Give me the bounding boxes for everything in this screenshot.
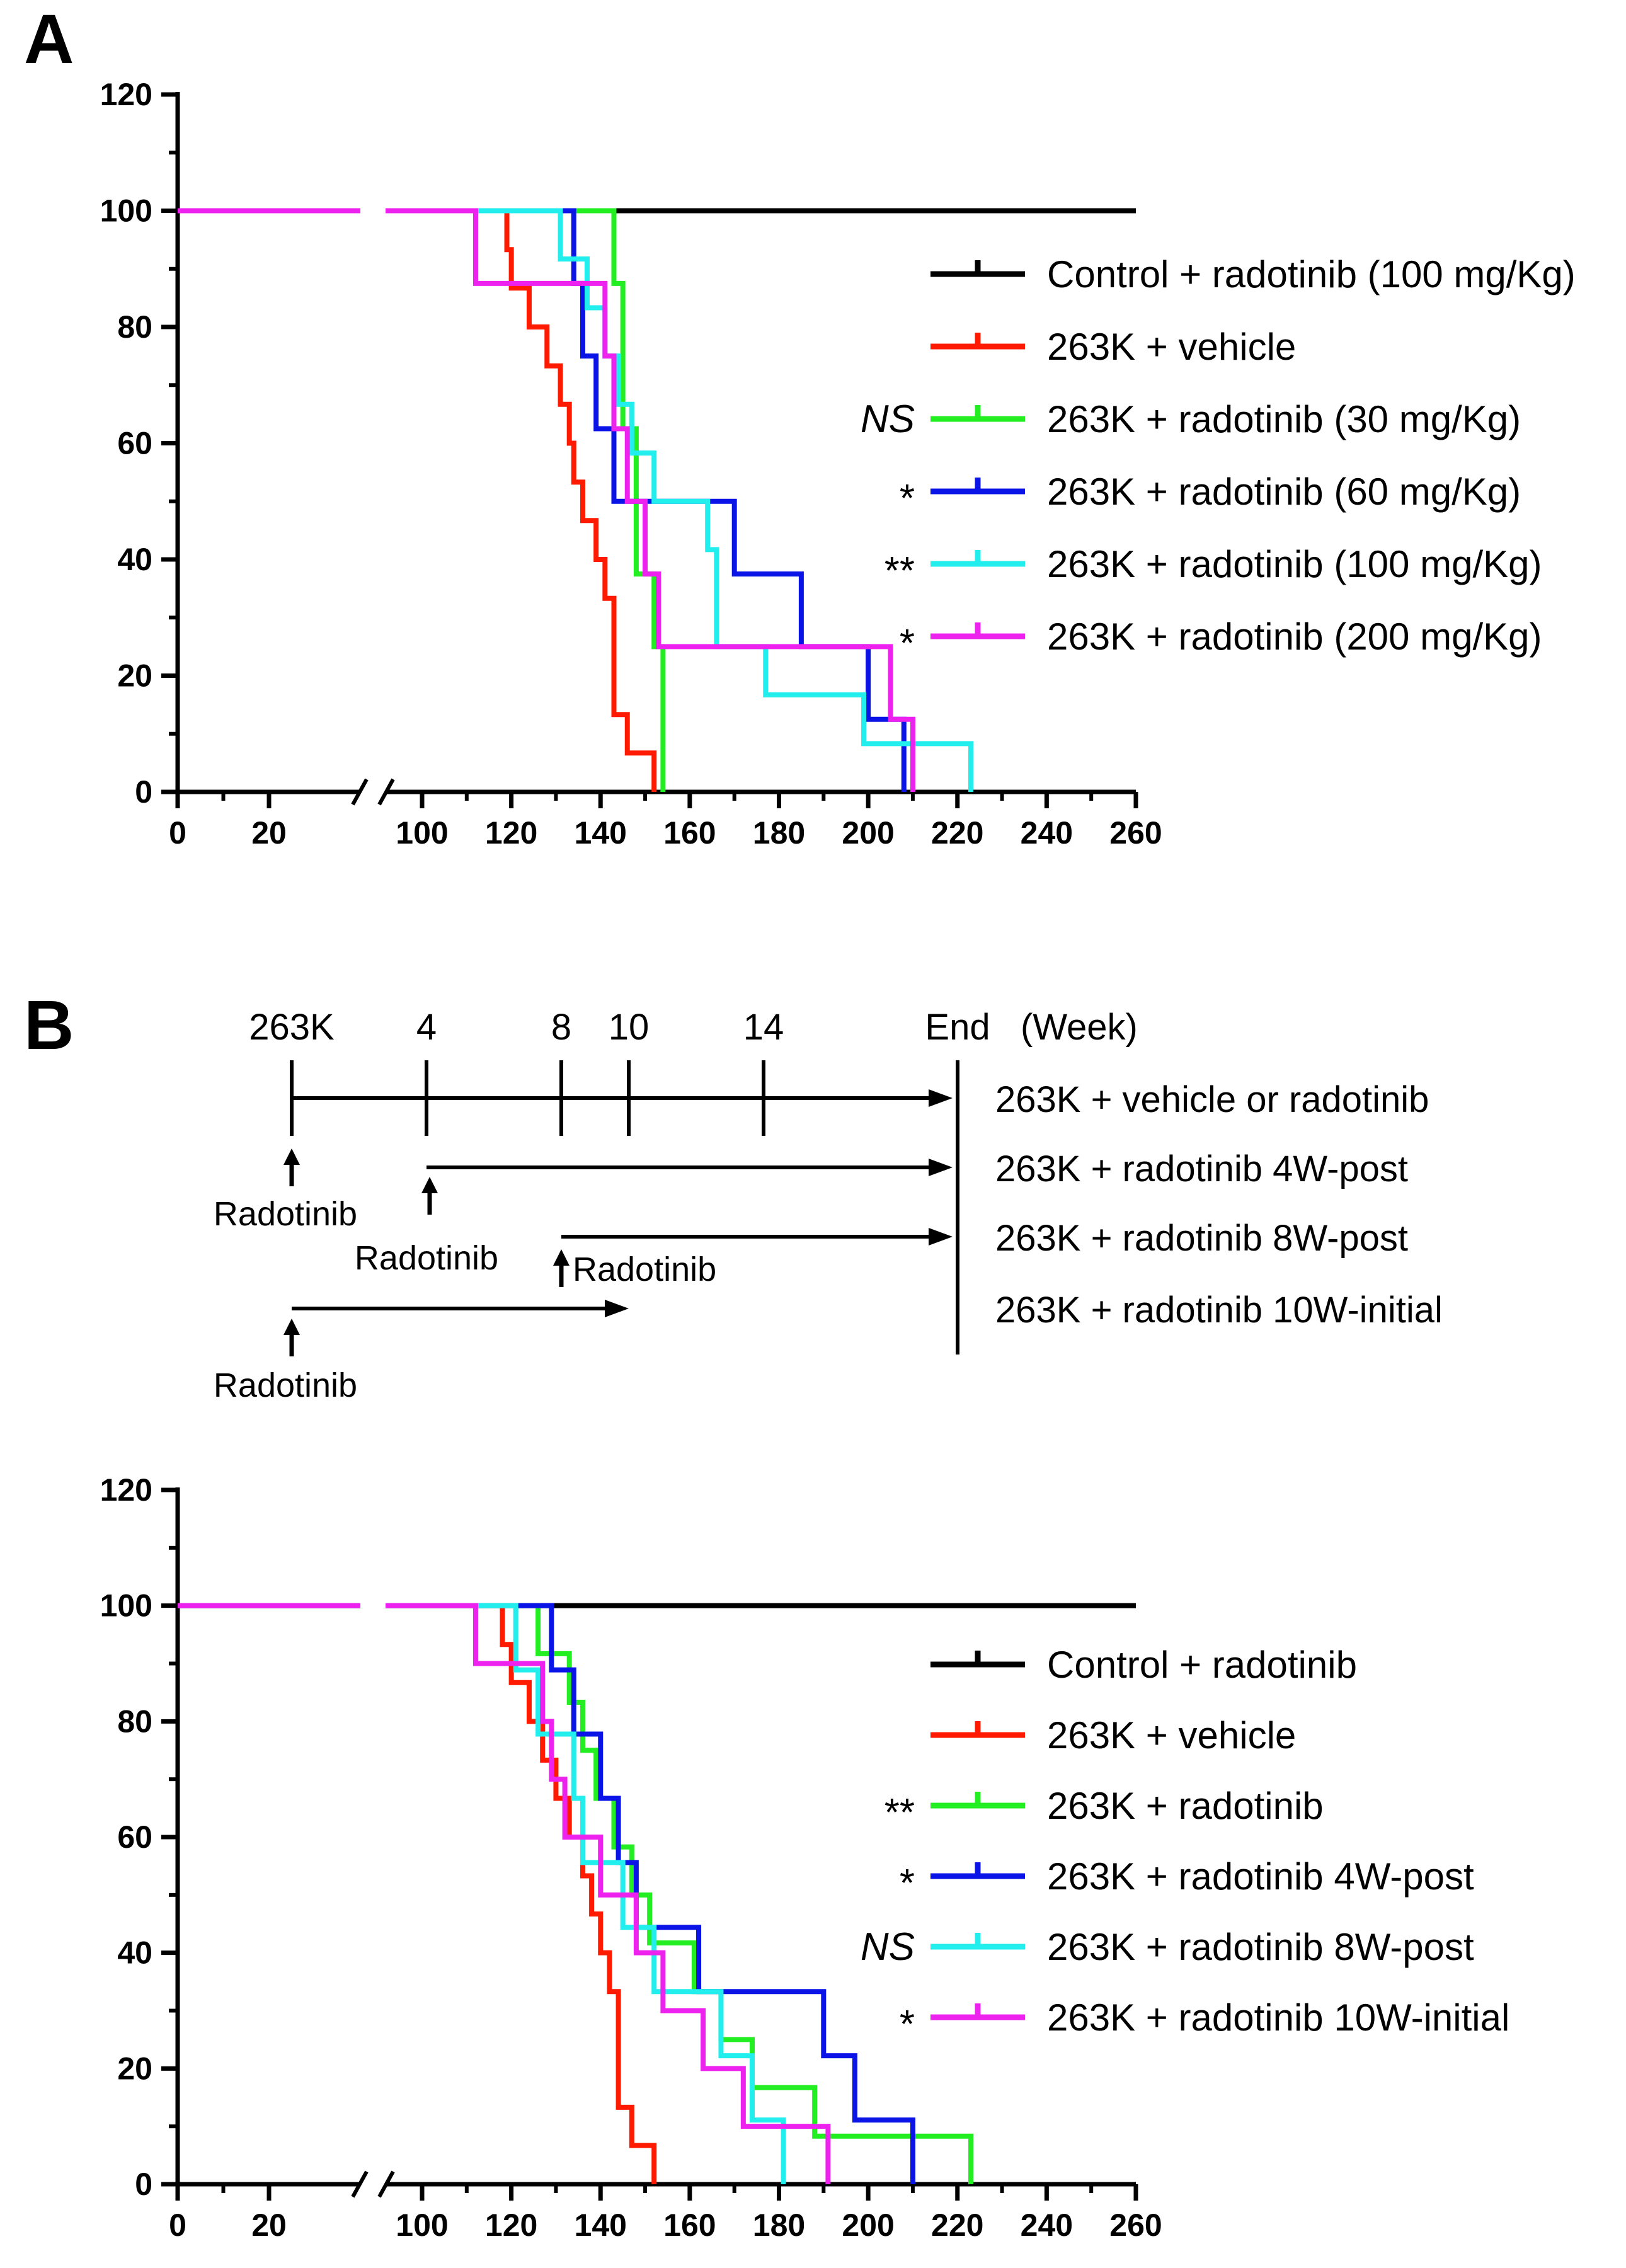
timeline-tick-label: 10: [609, 1007, 650, 1048]
legend-label: Control + radotinib (100 mg/Kg): [1047, 253, 1576, 295]
x-tick-label: 200: [842, 815, 894, 850]
x-tick-label: 100: [396, 815, 448, 850]
x-tick-label: 20: [251, 2208, 287, 2243]
timeline-arrowhead: [929, 1228, 953, 1246]
radotinib-start-arrowhead: [283, 1148, 300, 1165]
panel-b-label: B: [24, 987, 74, 1064]
significance-marker: **: [885, 1791, 915, 1835]
y-tick-label: 40: [117, 1935, 152, 1971]
legend-label: 263K + radotinib 8W-post: [1047, 1926, 1474, 1968]
timeline-arrowhead: [929, 1159, 953, 1176]
y-tick-label: 0: [135, 774, 152, 810]
x-tick-label: 120: [485, 2208, 537, 2243]
timeline-row-label: 263K + vehicle or radotinib: [995, 1079, 1429, 1120]
x-tick-label: 0: [169, 815, 186, 850]
survival-curve: [178, 1603, 915, 2184]
x-tick-label: 20: [251, 815, 287, 850]
x-tick-label: 180: [753, 815, 805, 850]
timeline-arrowhead: [605, 1300, 629, 1317]
timeline-arrowhead: [929, 1089, 953, 1107]
y-tick-label: 20: [117, 2051, 152, 2086]
survival-curve: [178, 208, 973, 792]
x-tick-label: 260: [1109, 815, 1162, 850]
legend-label: 263K + radotinib 4W-post: [1047, 1855, 1474, 1898]
legend-label: 263K + radotinib (30 mg/Kg): [1047, 398, 1521, 440]
chart-b: 0 20 40 60 80 100 120 0 20 100 120 140 160 180 200 220 2…: [100, 1472, 1510, 2243]
radotinib-label: Radotinib: [355, 1239, 498, 1277]
x-tick-label: 160: [663, 815, 716, 850]
x-tick-label: 220: [931, 815, 983, 850]
x-tick-label: 140: [575, 2208, 627, 2243]
radotinib-start-arrowhead: [553, 1249, 570, 1266]
legend-label: 263K + radotinib (200 mg/Kg): [1047, 616, 1542, 658]
y-tick-label: 20: [117, 658, 152, 694]
axis-break-mark: [377, 778, 395, 806]
x-tick-label: 120: [485, 815, 537, 850]
x-tick-label: 240: [1021, 815, 1073, 850]
chart-a: 0 20 40 60 80 100 120 0 20 100 120 140 160 180 200 220 2…: [100, 77, 1576, 850]
timeline-tick-label: 263K: [249, 1007, 335, 1048]
x-tick-label: 260: [1109, 2208, 1162, 2243]
x-tick-label: 200: [842, 2208, 894, 2243]
y-tick-label: 120: [100, 77, 152, 112]
panel-a-label: A: [24, 1, 74, 78]
y-tick-label: 0: [135, 2167, 152, 2202]
survival-curve: [178, 208, 666, 792]
y-tick-label: 80: [117, 309, 152, 345]
survival-curve: [178, 1603, 657, 2184]
axis-break-mark: [351, 778, 369, 806]
y-tick-label: 80: [117, 1704, 152, 1739]
y-tick-label: 60: [117, 1819, 152, 1855]
significance-marker: NS: [861, 398, 915, 441]
legend-label: 263K + radotinib (60 mg/Kg): [1047, 471, 1521, 513]
radotinib-start-arrowhead: [421, 1177, 438, 1193]
y-tick-label: 100: [100, 193, 152, 229]
significance-marker: *: [900, 2003, 915, 2046]
legend-label: 263K + vehicle: [1047, 1714, 1296, 1756]
significance-marker: *: [900, 622, 915, 665]
x-tick-label: 0: [169, 2208, 186, 2243]
radotinib-start-arrowhead: [283, 1319, 300, 1335]
legend-label: 263K + radotinib: [1047, 1785, 1324, 1827]
timeline-row-label: 263K + radotinib 4W-post: [995, 1148, 1408, 1189]
x-tick-label: 220: [931, 2208, 983, 2243]
timeline-row-label: 263K + radotinib 10W-initial: [995, 1290, 1443, 1331]
legend-label: 263K + radotinib 10W-initial: [1047, 1996, 1509, 2039]
timeline-tick-label: 4: [416, 1007, 437, 1048]
legend-label: Control + radotinib: [1047, 1644, 1357, 1686]
y-tick-label: 40: [117, 542, 152, 577]
axis-break-mark: [351, 2170, 369, 2198]
timeline-end-label: End: [925, 1007, 990, 1048]
significance-marker: **: [885, 549, 915, 593]
radotinib-label: Radotinib: [214, 1195, 357, 1233]
x-tick-label: 100: [396, 2208, 448, 2243]
significance-marker: *: [900, 1862, 915, 1905]
timeline-unit-label: (Week): [1021, 1007, 1138, 1048]
y-tick-label: 100: [100, 1588, 152, 1624]
timeline-tick-label: 14: [743, 1007, 784, 1048]
significance-marker: *: [900, 477, 915, 520]
survival-curve: [178, 208, 907, 792]
survival-curve: [178, 1603, 786, 2184]
treatment-timeline: 263K 4 8 10 14 End (Week) 263K + vehicle or rad…: [214, 1007, 1443, 1404]
survival-curve: [178, 208, 915, 792]
survival-curve: [178, 1603, 831, 2184]
y-tick-label: 120: [100, 1472, 152, 1508]
timeline-row-label: 263K + radotinib 8W-post: [995, 1218, 1408, 1259]
radotinib-label: Radotinib: [573, 1251, 716, 1288]
timeline-tick-label: 8: [551, 1007, 571, 1048]
radotinib-label: Radotinib: [214, 1366, 357, 1404]
significance-marker: NS: [861, 1925, 915, 1969]
legend-label: 263K + vehicle: [1047, 326, 1296, 368]
x-tick-label: 160: [663, 2208, 716, 2243]
x-tick-label: 140: [575, 815, 627, 850]
x-tick-label: 180: [753, 2208, 805, 2243]
x-tick-label: 240: [1021, 2208, 1073, 2243]
axis-break-mark: [377, 2170, 395, 2198]
legend-label: 263K + radotinib (100 mg/Kg): [1047, 543, 1542, 585]
y-tick-label: 60: [117, 426, 152, 461]
